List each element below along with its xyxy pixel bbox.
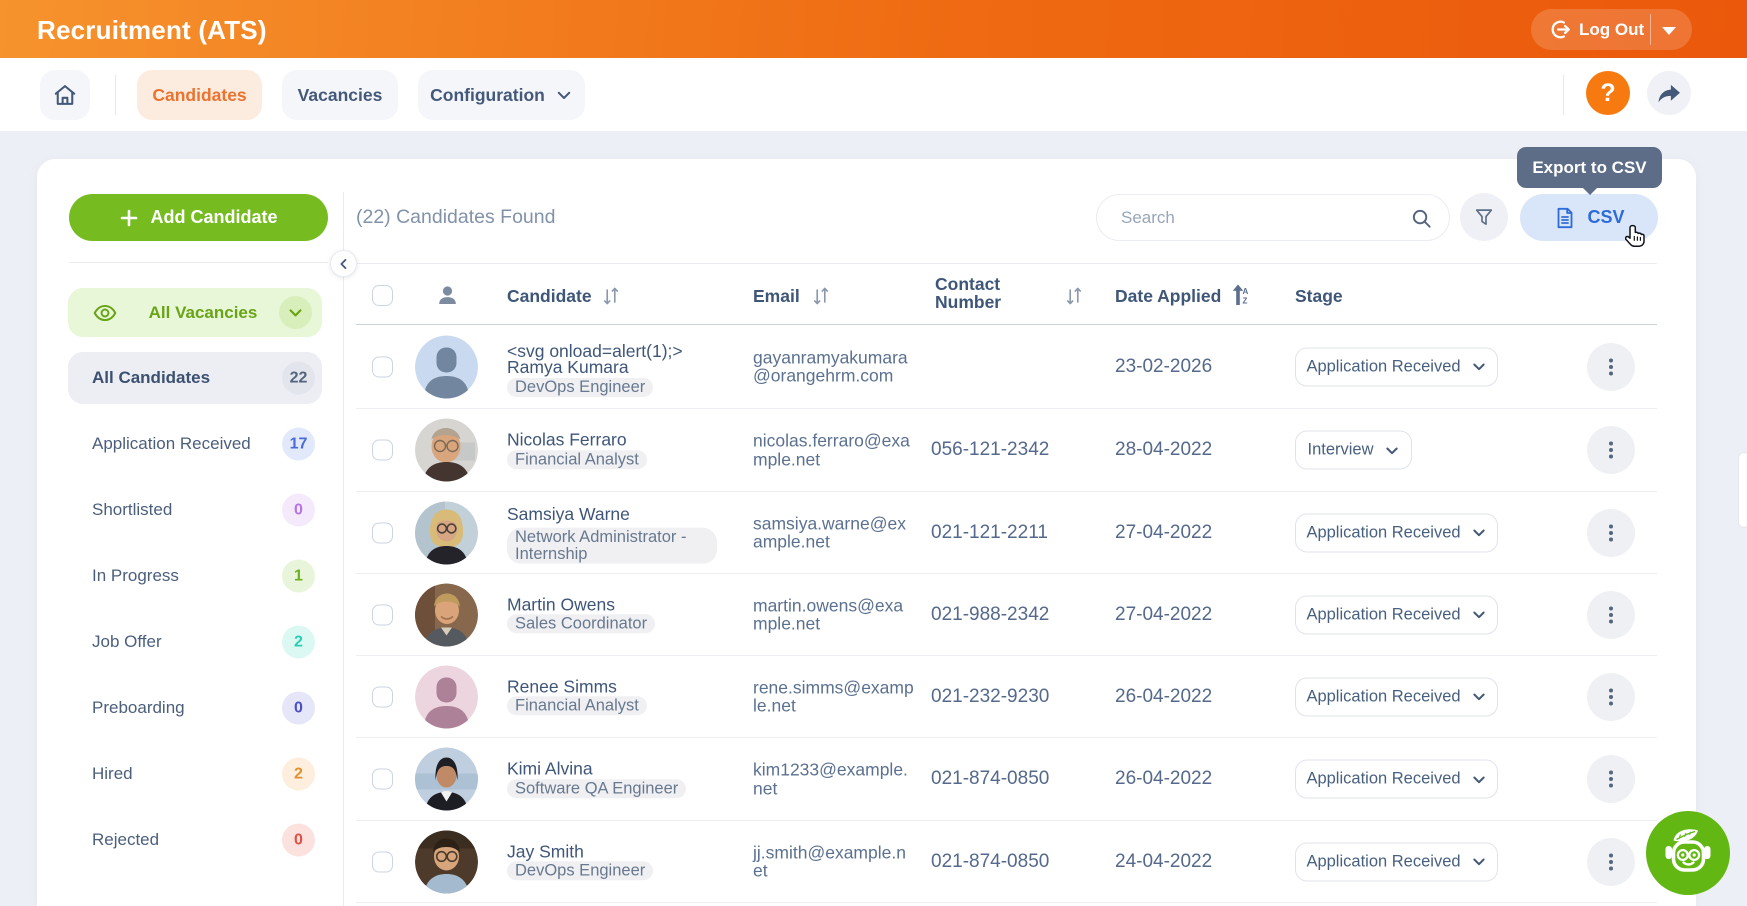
svg-text:Z: Z [1243,297,1248,306]
svg-text:A: A [1243,287,1249,296]
